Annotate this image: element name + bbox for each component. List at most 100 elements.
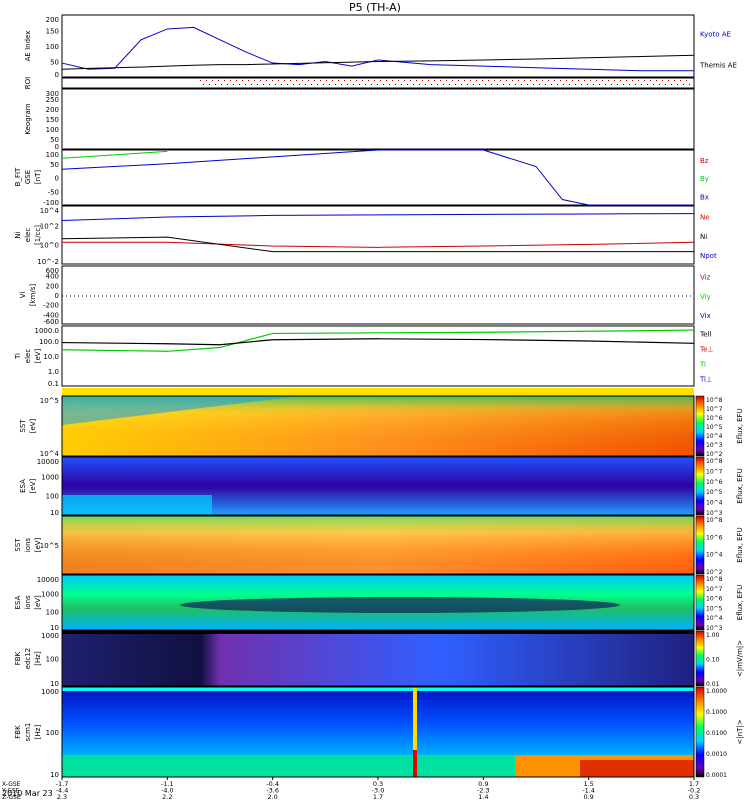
roi-dot — [581, 84, 582, 85]
roi-dot — [536, 80, 537, 81]
footer-row-label: Z-GSE — [2, 794, 21, 800]
keogram-tick: 250 — [46, 96, 59, 104]
footer-value: -0.4 — [266, 780, 279, 788]
ae-series-themis-ae — [61, 54, 695, 70]
roi-dot — [506, 80, 507, 81]
roi-dot — [452, 80, 453, 81]
sst_i-cbar-tick: 10^6 — [706, 534, 723, 541]
ae-legend-1: Themis AE — [699, 62, 737, 70]
roi-dot — [305, 84, 306, 85]
roi-dot — [524, 80, 525, 81]
fbk_b-tick: 10 — [50, 771, 59, 779]
density-series-npot — [61, 213, 695, 221]
roi-dot — [290, 80, 291, 81]
roi-dot — [407, 84, 408, 85]
roi-dot — [323, 84, 324, 85]
roi-dot — [422, 80, 423, 81]
roi-dot — [647, 84, 648, 85]
fbk_b-ylabel-0: FBK — [14, 725, 22, 739]
esa_e-cbar-tick: 10^3 — [706, 510, 723, 517]
fbk_e-tick: 10 — [50, 680, 59, 688]
roi-dot — [209, 84, 210, 85]
roi-dot — [266, 80, 267, 81]
ae-panel — [61, 14, 695, 78]
bfit-series-bx — [61, 149, 694, 206]
velocity-tick: 200 — [46, 282, 59, 290]
esa_i-cbar-tick: 10^5 — [706, 605, 723, 612]
fbk_b-tick: 1000 — [41, 688, 59, 696]
roi-dots — [200, 80, 690, 85]
roi-dot — [458, 80, 459, 81]
roi-dot — [485, 84, 486, 85]
roi-dot — [254, 80, 255, 81]
roi-dot — [455, 84, 456, 85]
roi-dot — [611, 84, 612, 85]
esa_i-cbar-tick: 10^3 — [706, 625, 723, 632]
roi-dot — [413, 84, 414, 85]
roi-dot — [614, 80, 615, 81]
roi-dot — [641, 84, 642, 85]
roi-dot — [227, 84, 228, 85]
bfit-ylabel-0: B_FIT — [14, 167, 22, 186]
footer-value: -4.4 — [56, 787, 69, 795]
fbk_e-ylabel-2: [Hz] — [34, 651, 42, 666]
roi-dot — [590, 80, 591, 81]
fbk-edc12-spectrogram — [61, 630, 695, 687]
roi-dot — [509, 84, 510, 85]
roi-dot — [680, 80, 681, 81]
roi-dot — [605, 84, 606, 85]
fbk-scm1-spectrogram — [61, 686, 695, 778]
footer: X-GSEY-GSEZ-GSEhhmm-1.7-1.1-0.40.30.91.5… — [1, 777, 702, 800]
roi-dot — [518, 80, 519, 81]
colorbars — [695, 395, 705, 778]
temp-tick: 1000.0 — [35, 327, 60, 335]
roi-dot — [467, 84, 468, 85]
roi-dot — [392, 80, 393, 81]
sst_i-tick: 10^5 — [40, 542, 59, 550]
sst_i-cbar-tick: 10^4 — [706, 552, 723, 559]
roi-dot — [608, 80, 609, 81]
sst_e-tick: 10^5 — [40, 397, 59, 405]
bfit-tick: -50 — [48, 188, 59, 196]
roi-dot — [278, 80, 279, 81]
line-series-layer — [61, 26, 695, 352]
roi-dot — [476, 80, 477, 81]
roi-dot — [491, 84, 492, 85]
esa_i-cbar-tick: 10^7 — [706, 586, 723, 593]
footer-value: -1.1 — [161, 780, 174, 788]
esa-electron-spectrogram — [61, 456, 695, 516]
roi-dot — [626, 80, 627, 81]
keogram-tick: 0 — [55, 143, 59, 151]
temp-legend-2: Ti — [699, 361, 706, 369]
density-tick: 10^4 — [40, 207, 60, 215]
roi-dot — [569, 84, 570, 85]
roi-dot — [572, 80, 573, 81]
esa_e-tick: 100 — [46, 493, 59, 501]
roi-dot — [269, 84, 270, 85]
keogram-tick: 100 — [46, 126, 59, 134]
roi-dot — [257, 84, 258, 85]
sst_i-cbar-tick: 10^8 — [706, 517, 723, 524]
roi-dot — [542, 80, 543, 81]
roi-dot — [617, 84, 618, 85]
footer-value: -2.3 — [477, 787, 490, 795]
roi-dot — [284, 80, 285, 81]
fbk_e-tick: 1000 — [41, 632, 59, 640]
bfit-ylabel-2: [nT] — [34, 170, 42, 184]
roi-dot — [434, 80, 435, 81]
roi-ylabel-0: ROI — [24, 77, 32, 89]
roi-dot — [389, 84, 390, 85]
roi-dot — [344, 80, 345, 81]
roi-dot — [560, 80, 561, 81]
sst_e-cbar-tick: 10^4 — [706, 433, 723, 440]
ae-tick: 50 — [50, 59, 59, 67]
roi-dot — [401, 84, 402, 85]
esa_i-cbar-tick: 10^8 — [706, 576, 723, 583]
roi-dot — [566, 80, 567, 81]
roi-dot — [245, 84, 246, 85]
sst_e-ylabel-0: SST — [19, 419, 27, 433]
roi-dot — [446, 80, 447, 81]
temp-tick: 10.0 — [43, 353, 59, 361]
roi-dot — [497, 84, 498, 85]
